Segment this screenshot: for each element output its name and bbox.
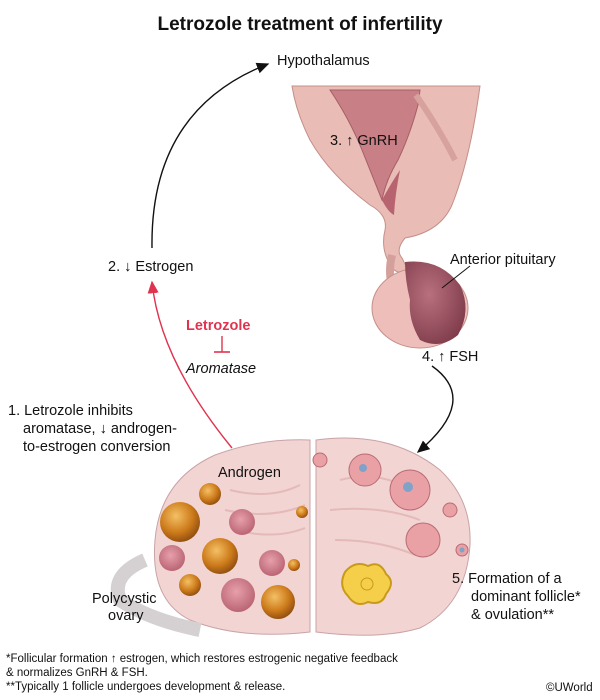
footnote-line2: & normalizes GnRH & FSH. — [6, 667, 148, 679]
polycystic-ovary-illustration — [110, 439, 311, 637]
arrow-fsh-to-ovary — [416, 365, 454, 453]
footnote-line1: *Follicular formation ↑ estrogen, which … — [6, 653, 398, 665]
footnote-line3: **Typically 1 follicle undergoes develop… — [6, 681, 286, 693]
label-step5-line1: 5. Formation of a — [452, 571, 562, 587]
pituitary-illustration — [371, 254, 471, 349]
label-step1-line2: aromatase, ↓ androgen- — [23, 421, 177, 437]
label-polycystic-line1: Polycystic — [92, 591, 157, 607]
label-polycystic-line2: ovary — [108, 608, 144, 624]
label-estrogen: 2. ↓ Estrogen — [108, 259, 194, 275]
label-step1-line3: to-estrogen conversion — [23, 439, 171, 455]
hypothalamus-illustration — [291, 85, 481, 274]
label-aromatase: Aromatase — [186, 361, 257, 377]
label-gnrh: 3. ↑ GnRH — [330, 133, 398, 149]
diagram-title: Letrozole treatment of infertility — [157, 14, 443, 35]
arrow-estrogen-to-hypothalamus — [151, 62, 270, 249]
label-hypothalamus: Hypothalamus — [277, 53, 370, 69]
label-androgen: Androgen — [218, 465, 281, 481]
label-step5-line2: dominant follicle* — [471, 589, 581, 605]
arrow-androgen-to-estrogen — [147, 280, 233, 449]
label-letrozole: Letrozole — [186, 318, 251, 334]
copyright-notice: ©UWorld — [546, 682, 593, 694]
normal-ovary-illustration — [312, 437, 471, 636]
label-fsh: 4. ↑ FSH — [422, 349, 479, 365]
label-step1-line1: 1. Letrozole inhibits — [8, 403, 133, 419]
label-step5-line3: & ovulation** — [471, 607, 555, 623]
label-anterior-pituitary: Anterior pituitary — [450, 252, 556, 268]
